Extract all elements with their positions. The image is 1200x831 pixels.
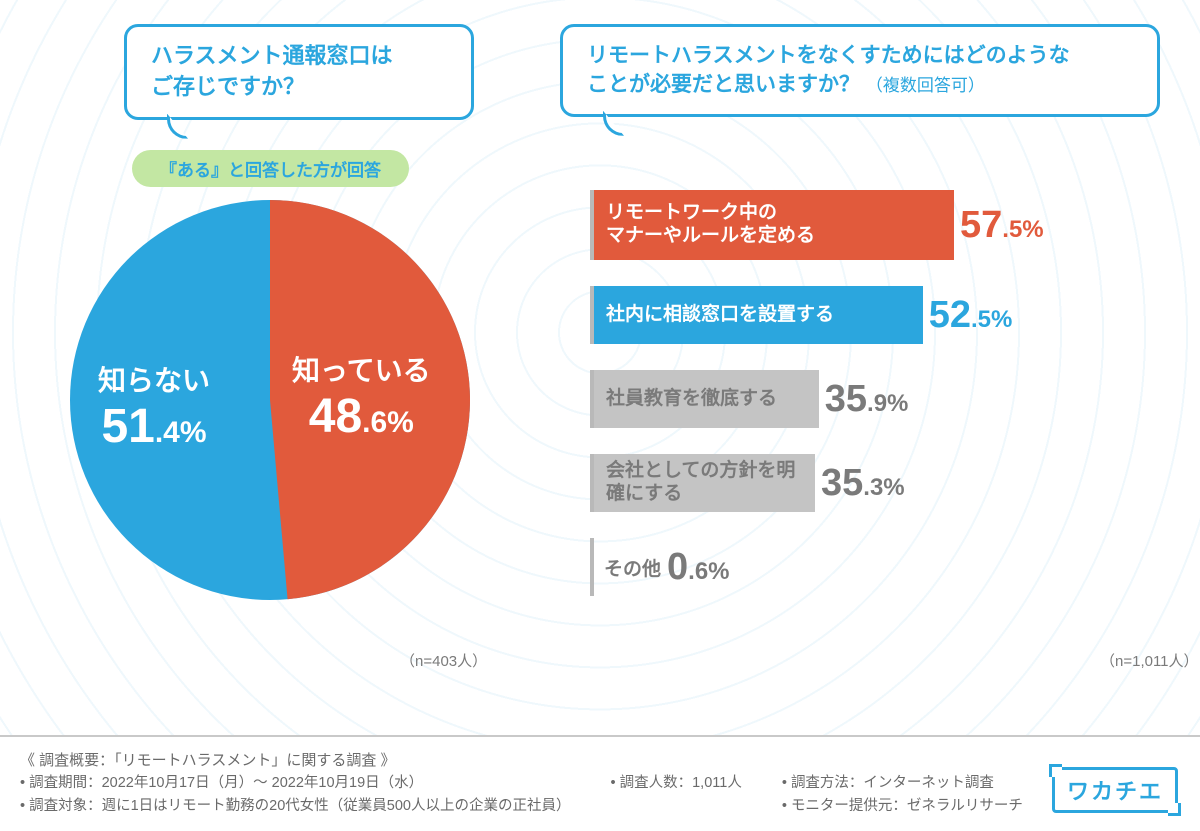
bar-track	[590, 538, 594, 596]
bubble-right-sub: （複数回答可）	[866, 76, 985, 95]
pie-n-note: （n=403人）	[400, 650, 487, 671]
filter-pill: 『ある』と回答した方が回答	[132, 150, 409, 187]
bar-row: リモートワーク中のマナーやルールを定める 57.5%	[590, 190, 1170, 260]
bars-n-note: （n=1,011人）	[1100, 650, 1199, 671]
footer-title: 《 調査概要：「リモートハラスメント」に関する調査 》	[20, 749, 1180, 772]
footer-item-4: モニター提供元：ゼネラルリサーチ	[791, 798, 1023, 814]
pie-label-unknown-dec: .4	[155, 416, 180, 449]
pie-label-known-int: 48	[309, 390, 362, 443]
bar-value: 57.5%	[960, 204, 1044, 247]
footer-col2: • 調査人数：1,011人	[611, 772, 742, 817]
pie-label-unknown: 知らない 51.4%	[98, 365, 210, 454]
pie-label-unknown-pct: %	[180, 416, 207, 449]
bar-row: 社内に相談窓口を設置する 52.5%	[590, 286, 1170, 344]
bar-track: 社内に相談窓口を設置する	[590, 286, 923, 344]
bar-label: リモートワーク中のマナーやルールを定める	[606, 202, 815, 248]
brand-logo: ワカチエ	[1052, 767, 1178, 813]
pie-label-known-pct: %	[387, 406, 414, 439]
bar-value: 35.3%	[821, 462, 905, 505]
pie-label-unknown-name: 知らない	[98, 365, 210, 397]
bar-label: その他	[604, 554, 661, 581]
survey-footer: 《 調査概要：「リモートハラスメント」に関する調査 》 • 調査期間：2022年…	[0, 735, 1200, 831]
bar-track: 社員教育を徹底する	[590, 370, 819, 428]
bar-value: 52.5%	[929, 294, 1013, 337]
bar-fill: 社員教育を徹底する	[594, 370, 819, 428]
question-bubble-left: ハラスメント通報窓口は ご存じですか？	[124, 24, 474, 120]
footer-item-0: 調査期間：2022年10月17日（月）～ 2022年10月19日（水）	[29, 775, 423, 791]
bar-chart: リモートワーク中のマナーやルールを定める 57.5% 社内に相談窓口を設置する 52.…	[590, 190, 1170, 622]
bar-value: 35.9%	[825, 378, 909, 421]
bar-value: 0.6%	[667, 546, 730, 589]
bar-fill: 会社としての方針を明確にする	[594, 454, 815, 512]
pie-label-known-dec: .6	[362, 406, 387, 439]
bar-fill: リモートワーク中のマナーやルールを定める	[594, 190, 954, 260]
pie-chart: 知らない 51.4% 知っている 48.6%	[70, 200, 470, 600]
bar-row: 会社としての方針を明確にする 35.3%	[590, 454, 1170, 512]
bar-row: 社員教育を徹底する 35.9%	[590, 370, 1170, 428]
content-root: ハラスメント通報窓口は ご存じですか？ リモートハラスメントをなくすためにはどの…	[0, 0, 1200, 831]
bar-track: リモートワーク中のマナーやルールを定める	[590, 190, 954, 260]
pie-label-known: 知っている 48.6%	[292, 355, 431, 444]
footer-item-3: 調査方法：インターネット調査	[791, 775, 994, 791]
bubble-left-line2: ご存じですか？	[151, 74, 305, 99]
footer-item-2: 調査人数：1,011人	[620, 775, 742, 791]
bar-track: 会社としての方針を明確にする	[590, 454, 815, 512]
bubble-right-line1: リモートハラスメントをなくすためにはどのような	[587, 44, 1070, 67]
bubble-left-line1: ハラスメント通報窓口は	[151, 43, 393, 68]
bar-label: 会社としての方針を明確にする	[606, 460, 803, 506]
footer-col3: • 調査方法：インターネット調査 • モニター提供元：ゼネラルリサーチ	[782, 772, 1023, 817]
question-bubble-right: リモートハラスメントをなくすためにはどのような ことが必要だと思いますか？ （複…	[560, 24, 1160, 117]
bar-label: 社員教育を徹底する	[606, 388, 777, 411]
footer-col1: • 調査期間：2022年10月17日（月）～ 2022年10月19日（水） • …	[20, 772, 571, 817]
pie-label-unknown-int: 51	[101, 400, 154, 453]
bar-fill: 社内に相談窓口を設置する	[594, 286, 923, 344]
bubble-right-line2: ことが必要だと思いますか？	[587, 73, 860, 96]
pie-label-known-name: 知っている	[292, 355, 431, 387]
footer-item-1: 調査対象：週に1日はリモート勤務の20代女性（従業員500人以上の企業の正社員）	[29, 798, 570, 814]
bar-row: その他0.6%	[590, 538, 1170, 596]
bar-label: 社内に相談窓口を設置する	[606, 304, 834, 327]
footer-columns: • 調査期間：2022年10月17日（月）～ 2022年10月19日（水） • …	[20, 772, 1180, 817]
